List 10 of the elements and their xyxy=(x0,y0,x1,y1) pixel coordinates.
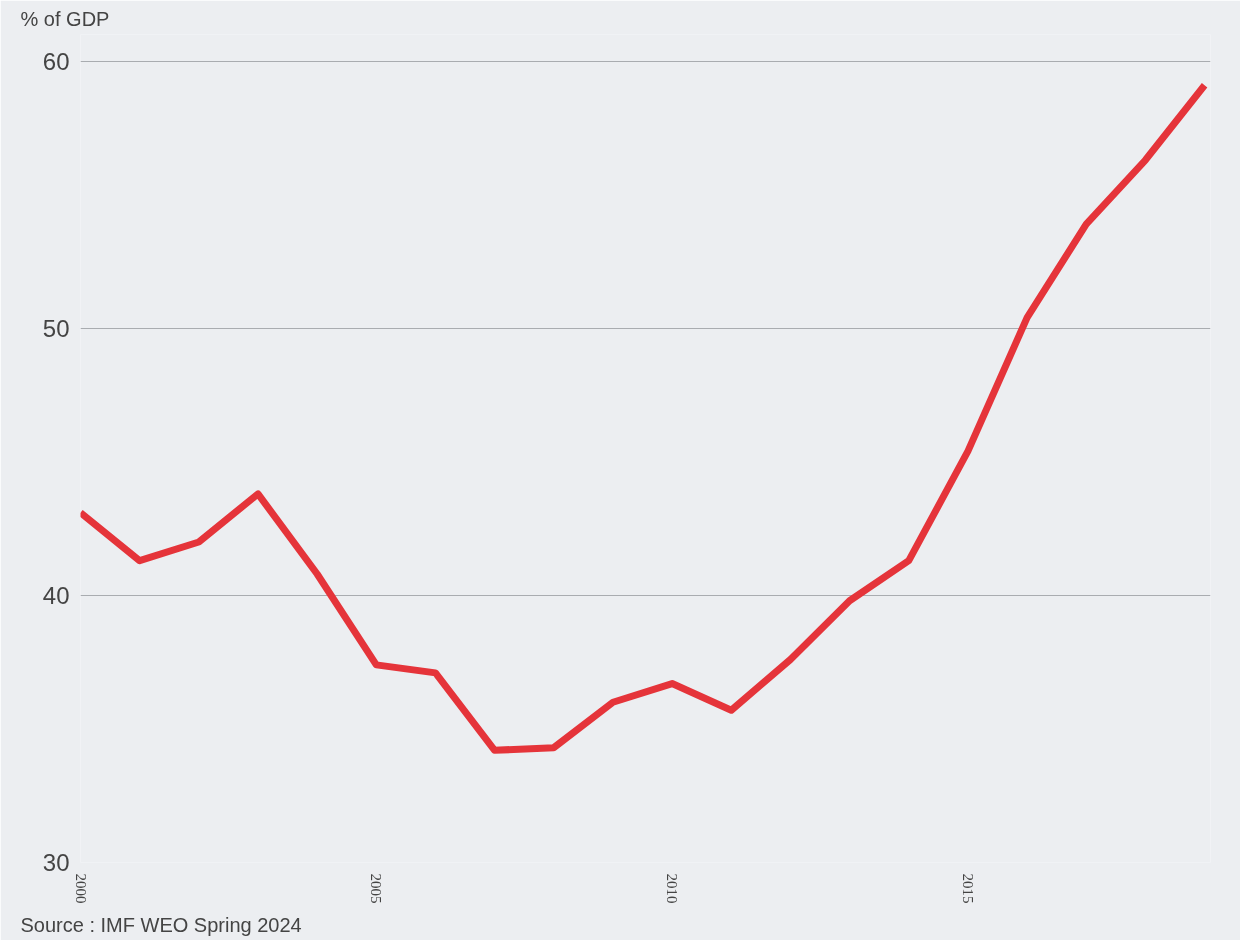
y-tick-label: 50 xyxy=(42,314,70,342)
y-tick-label: 40 xyxy=(42,581,70,609)
x-tick-label: 2005 xyxy=(368,873,385,904)
y-tick-label: 30 xyxy=(42,849,70,876)
y-axis-title: % of GDP xyxy=(20,7,110,30)
x-tick-label: 2015 xyxy=(959,873,976,904)
x-tick-label: 2000 xyxy=(72,873,89,904)
x-tick-label: 2010 xyxy=(664,873,681,904)
source-note: Source : IMF WEO Spring 2024 xyxy=(20,913,302,936)
y-tick-label: 60 xyxy=(42,47,70,75)
